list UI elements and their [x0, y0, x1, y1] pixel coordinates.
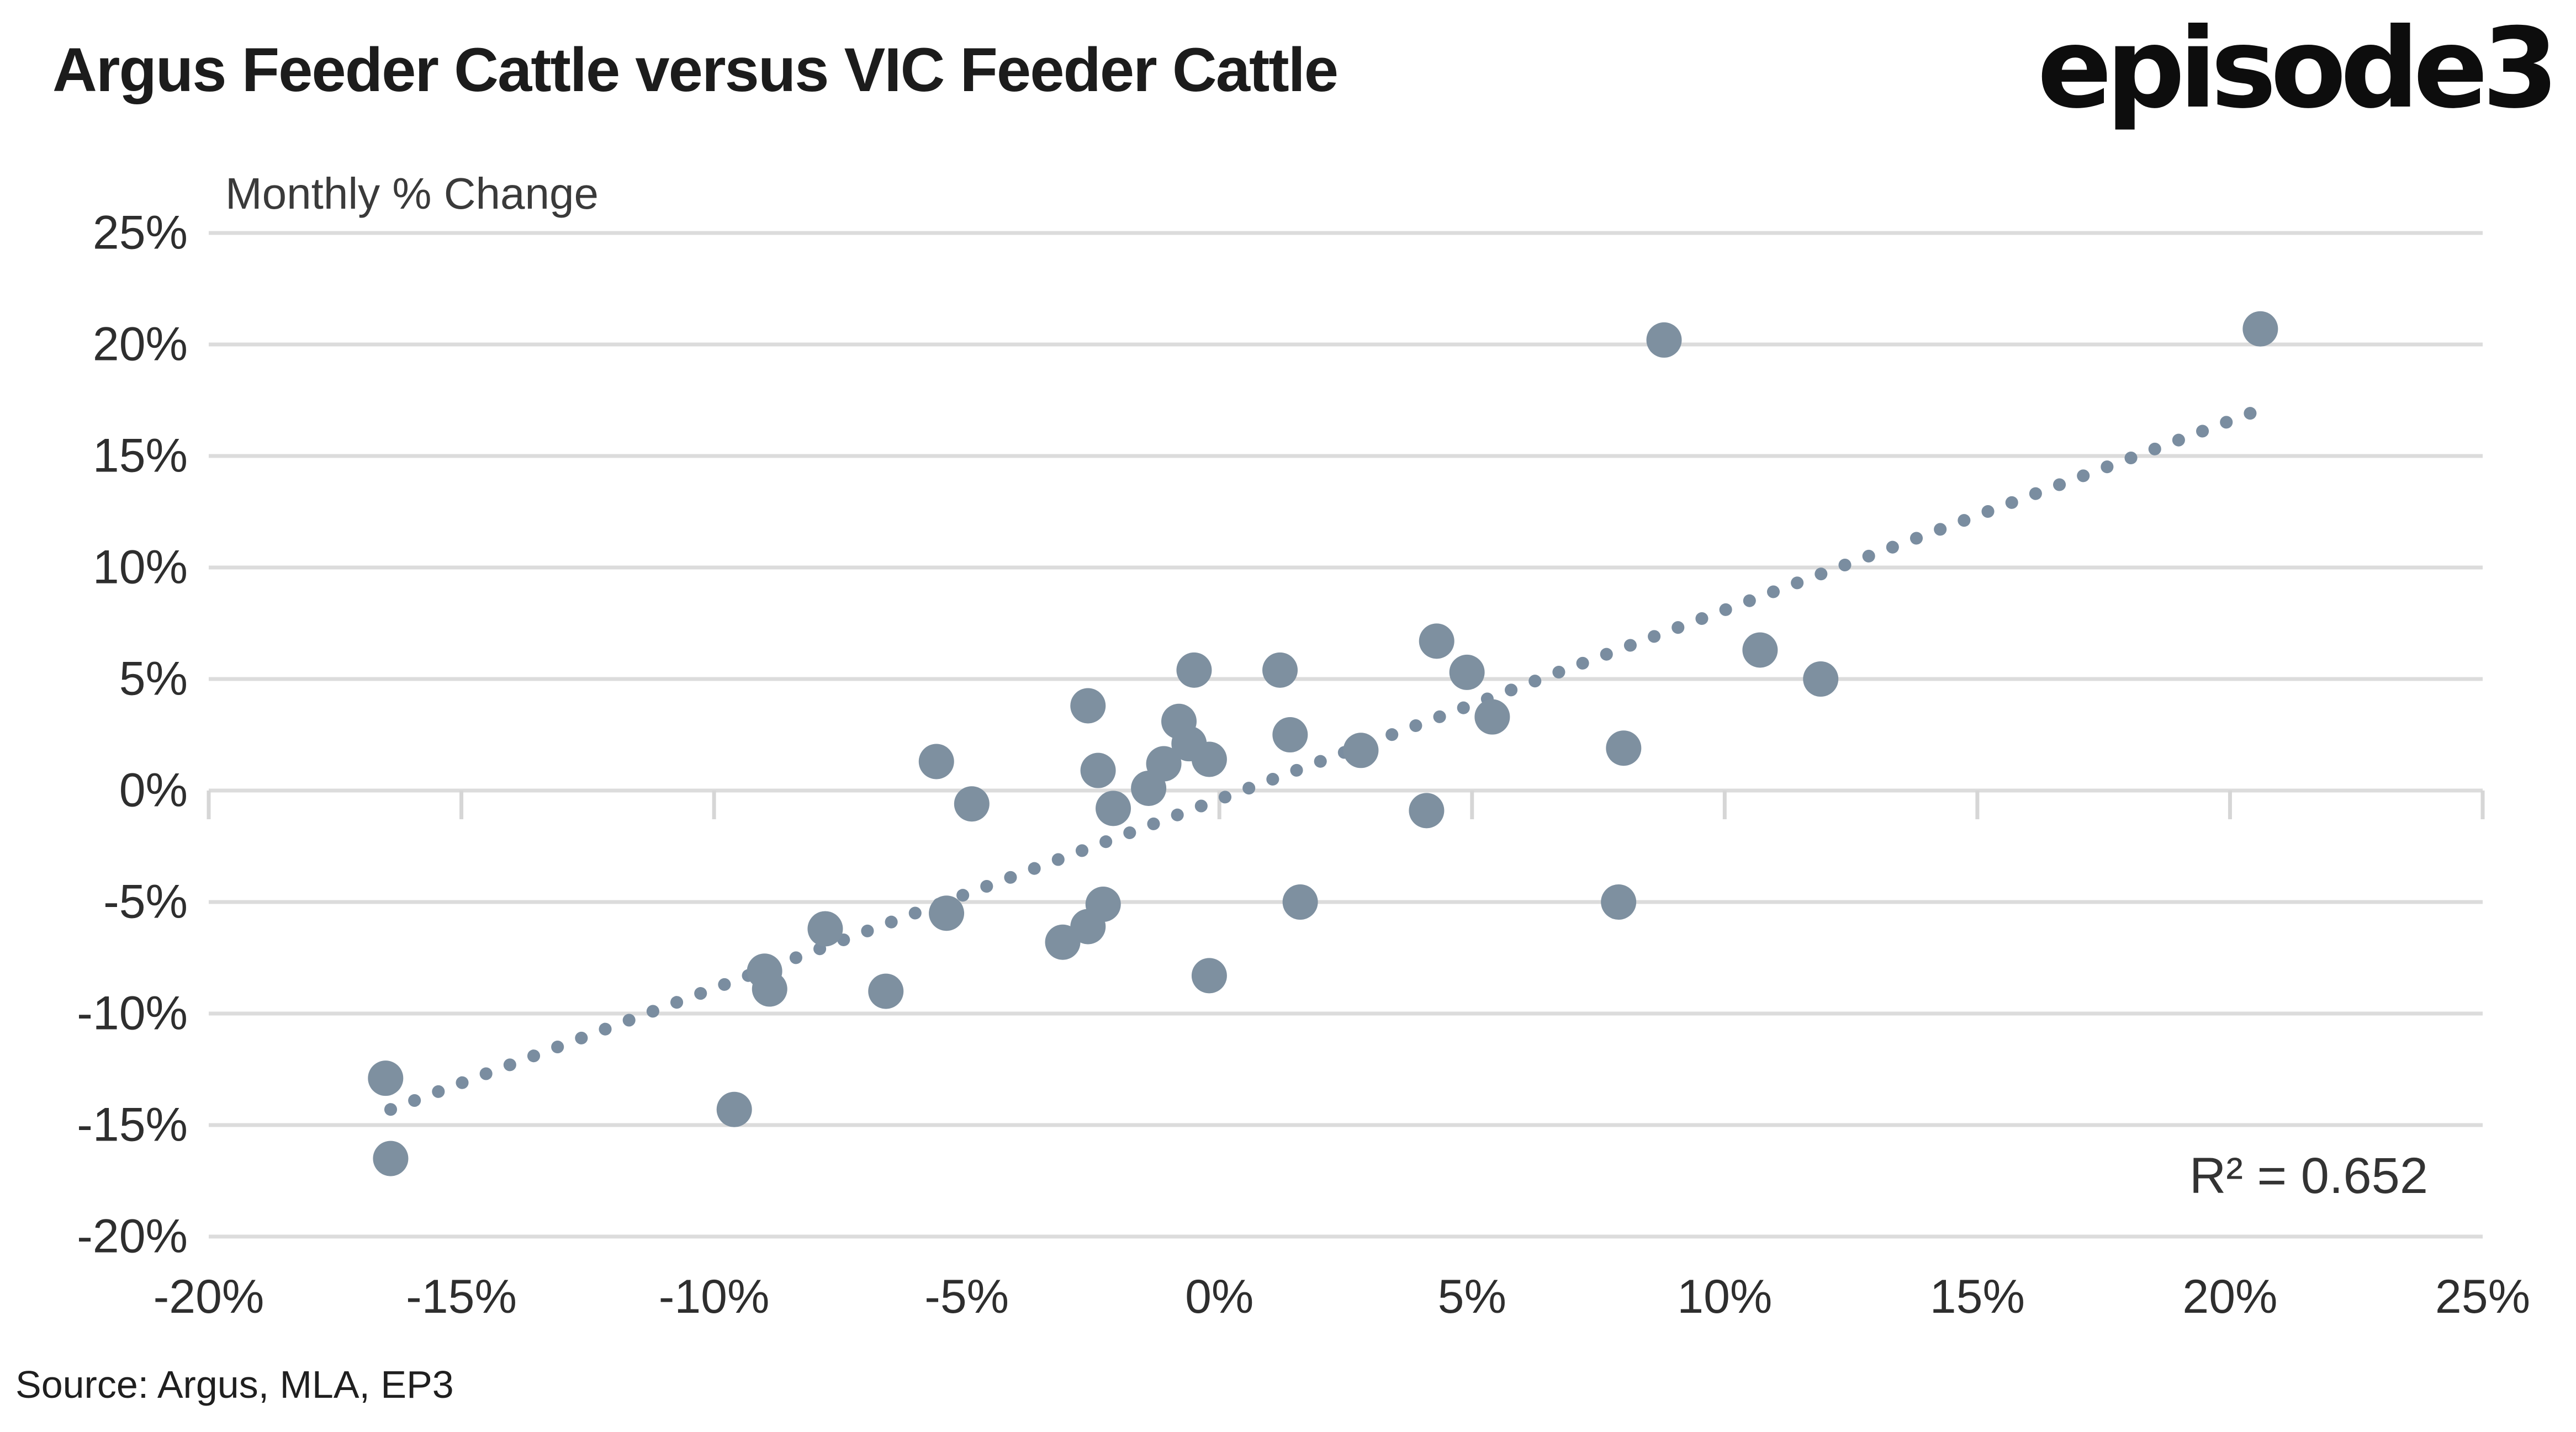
- y-tick-label: 0%: [119, 763, 188, 817]
- scatter-point: [1272, 717, 1308, 752]
- scatter-point: [1409, 793, 1445, 829]
- scatter-point: [929, 895, 965, 931]
- scatter-point: [807, 911, 843, 947]
- scatter-point: [1191, 741, 1227, 777]
- y-tick-label: 15%: [92, 429, 188, 482]
- y-tick-label: 20%: [92, 317, 188, 371]
- scatter-point: [1096, 791, 1131, 826]
- y-tick-label: 10%: [92, 540, 188, 594]
- scatter-point: [918, 744, 954, 779]
- scatter-point: [1474, 699, 1510, 735]
- scatter-point: [368, 1060, 404, 1096]
- scatter-point: [1085, 887, 1121, 922]
- scatter-point: [1176, 652, 1212, 688]
- scatter-point: [1080, 752, 1116, 788]
- x-tick-label: 20%: [2182, 1270, 2278, 1323]
- y-tick-label: -5%: [103, 875, 188, 929]
- x-tick-label: 0%: [1185, 1270, 1254, 1323]
- x-tick-label: 10%: [1677, 1270, 1773, 1323]
- y-tick-label: 25%: [92, 206, 188, 259]
- y-tick-label: -15%: [77, 1098, 188, 1152]
- scatter-point: [1601, 884, 1637, 920]
- scatter-point: [373, 1141, 409, 1176]
- x-tick-label: 15%: [1929, 1270, 2025, 1323]
- axis-title: Monthly % Change: [225, 169, 599, 218]
- x-tick-label: 5%: [1437, 1270, 1506, 1323]
- scatter-point: [1262, 652, 1298, 688]
- y-tick-label: -10%: [77, 987, 188, 1040]
- y-tick-label: 5%: [119, 652, 188, 706]
- scatter-point: [716, 1091, 752, 1127]
- chart-title: Argus Feeder Cattle versus VIC Feeder Ca…: [52, 35, 1339, 104]
- scatter-point: [1742, 632, 1778, 668]
- scatter-point: [1191, 958, 1227, 994]
- scatter-point: [1646, 322, 1682, 358]
- scatter-point: [1343, 733, 1379, 768]
- scatter-point: [752, 971, 787, 1007]
- x-tick-label: -10%: [658, 1270, 770, 1323]
- x-tick-label: -15%: [406, 1270, 517, 1323]
- trendline-dotted: [384, 405, 2262, 1116]
- scatter-point: [1419, 623, 1454, 659]
- scatter-point: [1606, 730, 1642, 766]
- x-tick-label: -20%: [153, 1270, 265, 1323]
- y-tick-label: -20%: [77, 1210, 188, 1263]
- source-note: Source: Argus, MLA, EP3: [15, 1363, 454, 1406]
- scatter-point: [2242, 311, 2278, 347]
- scatter-point: [1045, 924, 1081, 960]
- episode3-logo: episode3: [2037, 4, 2559, 133]
- x-tick-label: -5%: [924, 1270, 1009, 1323]
- scatter-point: [1282, 884, 1318, 920]
- r-squared-label: R² = 0.652: [2189, 1148, 2428, 1204]
- scatter-point: [868, 973, 904, 1009]
- scatter-point: [1070, 688, 1106, 724]
- x-tick-label: 25%: [2435, 1270, 2531, 1323]
- scatter-point: [1803, 661, 1839, 697]
- scatter-point: [954, 786, 990, 822]
- scatter-point: [1146, 746, 1182, 782]
- scatter-point: [1449, 654, 1485, 690]
